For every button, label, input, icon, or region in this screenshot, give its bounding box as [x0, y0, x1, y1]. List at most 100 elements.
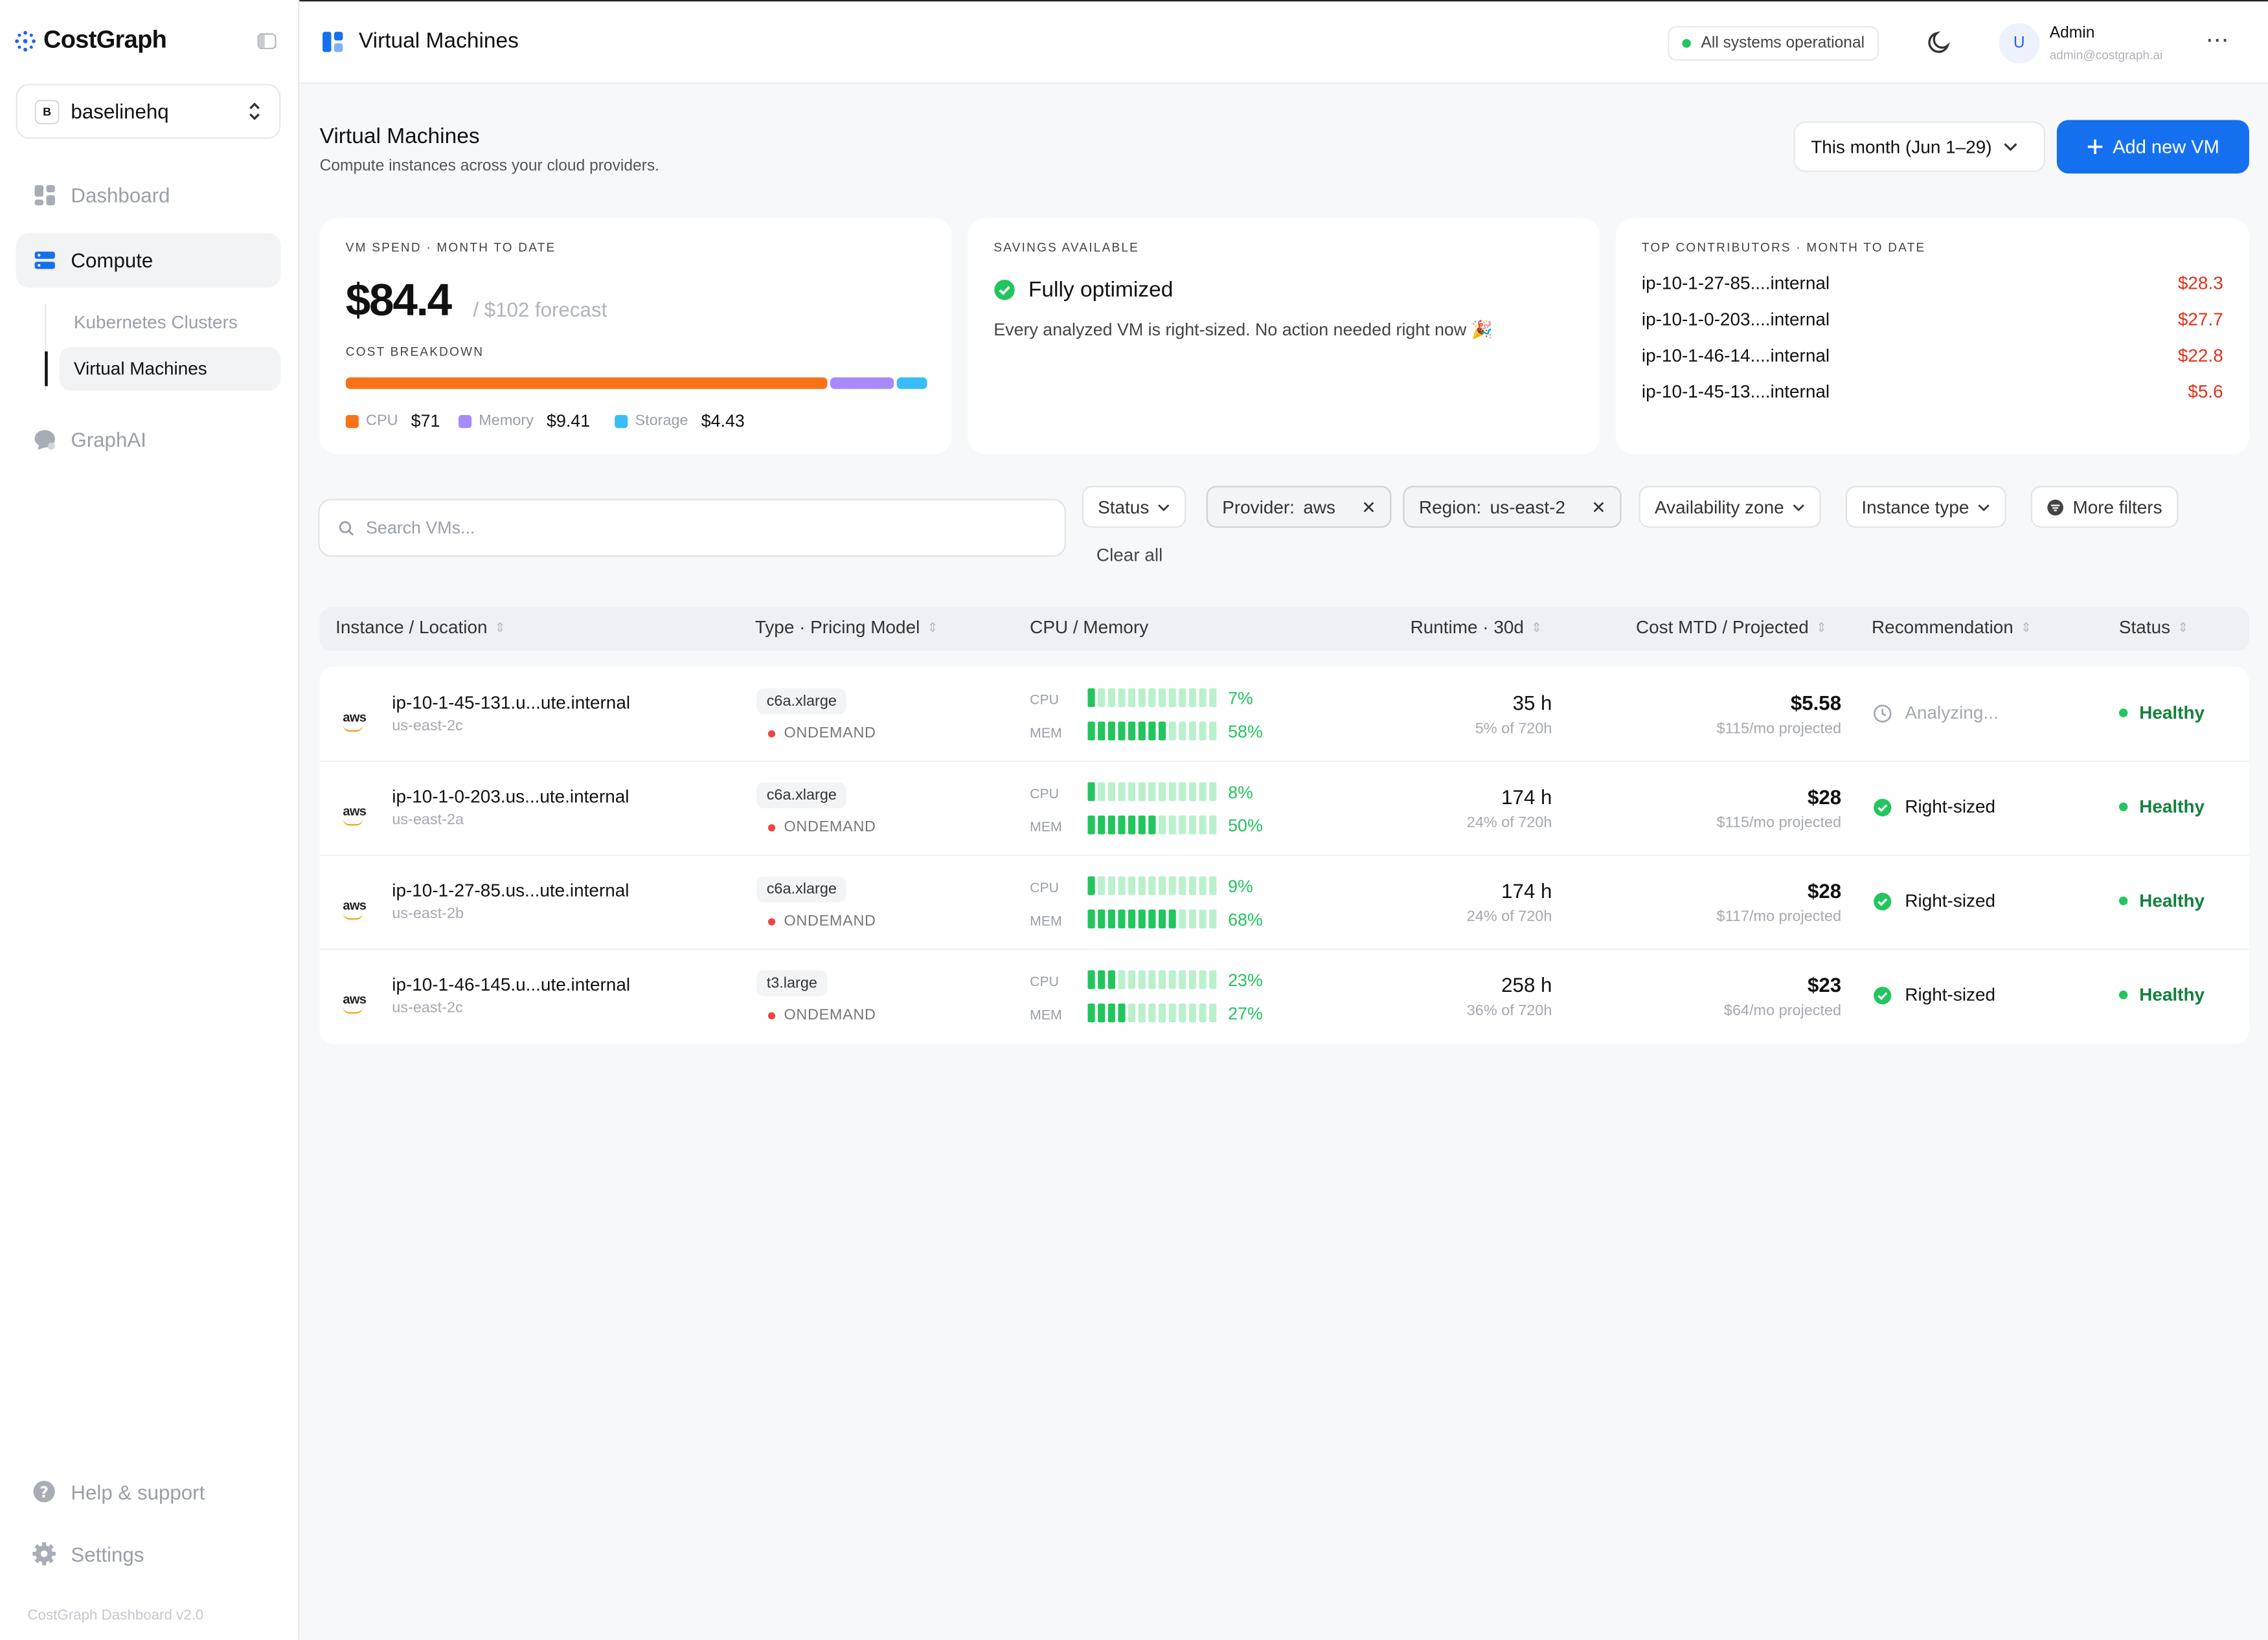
filter-label: Instance type — [1861, 497, 1969, 517]
instance-name[interactable]: ip-10-1-0-203.us...ute.internal — [392, 786, 629, 807]
mem-usage: MEM 68% — [1030, 906, 1263, 932]
search-input[interactable]: Search VMs... — [318, 499, 1067, 557]
cost-value: $5.58 — [1790, 691, 1842, 715]
storage-swatch — [615, 414, 628, 427]
col-cpu-mem-header: CPU / Memory — [1030, 618, 1148, 638]
legend-storage: Storage $4.43 — [615, 410, 745, 431]
workspace-switcher[interactable]: B baselinehq — [16, 84, 281, 139]
provider-filter-chip[interactable]: Provider: aws ✕ — [1206, 486, 1392, 528]
mem-percent: 68% — [1228, 909, 1263, 930]
col-recommendation-header[interactable]: Recommendation ⇕ — [1872, 618, 2032, 638]
cpu-swatch — [345, 414, 359, 427]
pricing-model: ONDEMAND — [767, 818, 876, 836]
aws-logo-icon: aws — [343, 797, 367, 826]
provider-label: aws — [343, 803, 367, 819]
cost-projected: $117/mo projected — [1716, 908, 1842, 926]
check-circle-icon — [1874, 892, 1892, 910]
filter-value: aws — [1303, 497, 1336, 517]
add-vm-button[interactable]: Add new VM — [2056, 120, 2249, 174]
savings-description: Every analyzed VM is right-sized. No act… — [993, 319, 1493, 340]
recommendation[interactable]: Right-sized — [1873, 985, 1995, 1005]
date-range-select[interactable]: This month (Jun 1–29) — [1793, 121, 2046, 172]
brand[interactable]: CostGraph — [14, 26, 167, 55]
legend-label: CPU — [366, 412, 398, 430]
cpu-label: CPU — [1030, 974, 1059, 991]
contributor-row[interactable]: ip-10-1-27-85....internal $28.3 — [1642, 273, 2223, 293]
table-row[interactable] — [319, 761, 2249, 857]
avatar[interactable]: U — [1999, 23, 2040, 64]
sidebar-subitem-kubernetes[interactable]: Kubernetes Clusters — [60, 301, 281, 344]
system-status-badge[interactable]: All systems operational — [1668, 26, 1879, 61]
region-filter-chip[interactable]: Region: us-east-2 ✕ — [1403, 486, 1622, 528]
pricing-model: ONDEMAND — [767, 912, 876, 930]
close-icon[interactable]: ✕ — [1591, 497, 1606, 517]
workspace-badge: B — [34, 98, 60, 124]
cpu-usage: CPU 9% — [1030, 873, 1253, 899]
sidebar-subitem-virtual-machines[interactable]: Virtual Machines — [59, 347, 281, 391]
recommendation-text: Analyzing... — [1905, 702, 1999, 723]
runtime-value: 35 h — [1512, 691, 1552, 715]
sidebar-item-help[interactable]: ? Help & support — [32, 1479, 205, 1504]
instance-name[interactable]: ip-10-1-46-145.u...ute.internal — [392, 974, 631, 995]
contributor-row[interactable]: ip-10-1-45-13....internal $5.6 — [1642, 382, 2223, 402]
instance-name[interactable]: ip-10-1-45-131.u...ute.internal — [392, 692, 631, 713]
sidebar-item-graphai[interactable]: GraphAI — [16, 412, 281, 467]
mem-usage: MEM 27% — [1030, 1001, 1263, 1027]
sidebar-item-label: GraphAI — [71, 428, 146, 451]
mem-usage: MEM 58% — [1030, 719, 1263, 745]
recommendation[interactable]: Analyzing... — [1873, 702, 1999, 723]
contributor-value: $5.6 — [2188, 381, 2223, 402]
col-label: Cost MTD / Projected — [1635, 617, 1809, 638]
col-instance-header[interactable]: Instance / Location ⇕ — [335, 618, 505, 638]
clear-all-filters-link[interactable]: Clear all — [1096, 545, 1163, 566]
topbar: Virtual Machines All systems operational… — [299, 0, 2268, 84]
table-row[interactable] — [319, 855, 2249, 950]
instance-name[interactable]: ip-10-1-27-85.us...ute.internal — [392, 881, 629, 901]
vm-spend-card — [319, 218, 952, 455]
filter-label: Status — [1098, 497, 1150, 517]
col-status-header[interactable]: Status ⇕ — [2119, 618, 2188, 638]
sidebar-item-label: Virtual Machines — [73, 358, 207, 379]
instance-zone: us-east-2c — [392, 717, 463, 735]
savings-card-label: SAVINGS AVAILABLE — [993, 240, 1140, 255]
sidebar-collapse-icon[interactable] — [257, 33, 277, 49]
cpu-usage: CPU 23% — [1030, 967, 1263, 993]
contributor-name: ip-10-1-0-203....internal — [1641, 309, 1830, 330]
cpu-usage: CPU 8% — [1030, 780, 1253, 805]
col-cost-header[interactable]: Cost MTD / Projected ⇕ — [1636, 618, 1827, 638]
sort-icon: ⇕ — [2020, 620, 2032, 635]
provider-label: aws — [343, 897, 367, 913]
pricing-dot-icon — [767, 823, 776, 831]
more-filters-button[interactable]: More filters — [2030, 486, 2179, 528]
sidebar-item-compute[interactable]: Compute — [16, 232, 281, 288]
aws-logo-icon: aws — [343, 985, 367, 1014]
status-filter[interactable]: Status — [1082, 486, 1187, 528]
sidebar-item-dashboard[interactable]: Dashboard — [16, 168, 281, 223]
more-options-icon[interactable]: ⋯ — [2205, 28, 2230, 54]
page-title: Virtual Machines — [319, 124, 480, 150]
moon-icon[interactable] — [1927, 29, 1953, 55]
runtime-sub: 36% of 720h — [1466, 1002, 1552, 1020]
instance-type-badge: c6a.xlarge — [756, 782, 847, 809]
col-type-header[interactable]: Type · Pricing Model ⇕ — [755, 618, 938, 638]
chevron-down-icon — [1793, 504, 1805, 511]
sidebar-item-settings[interactable]: Settings — [32, 1542, 144, 1566]
sidebar-item-label: Compute — [71, 249, 153, 272]
cost-value: $23 — [1807, 973, 1842, 996]
recommendation[interactable]: Right-sized — [1873, 891, 1995, 911]
subnav-line — [45, 304, 47, 391]
instance-type-filter[interactable]: Instance type — [1845, 486, 2007, 528]
table-row[interactable] — [319, 667, 2249, 763]
col-runtime-header[interactable]: Runtime · 30d ⇕ — [1411, 618, 1542, 638]
close-icon[interactable]: ✕ — [1361, 497, 1376, 517]
provider-label: aws — [343, 710, 367, 725]
recommendation[interactable]: Right-sized — [1873, 797, 1995, 817]
cost-value: $28 — [1807, 785, 1842, 809]
server-icon — [34, 251, 55, 269]
recommendation-text: Right-sized — [1905, 796, 1996, 817]
contributor-row[interactable]: ip-10-1-46-14....internal $22.8 — [1642, 346, 2223, 366]
contributor-row[interactable]: ip-10-1-0-203....internal $27.7 — [1642, 309, 2223, 330]
sidebar-item-label: Settings — [71, 1542, 144, 1566]
runtime-sub: 5% of 720h — [1475, 720, 1552, 738]
availability-zone-filter[interactable]: Availability zone — [1639, 486, 1822, 528]
